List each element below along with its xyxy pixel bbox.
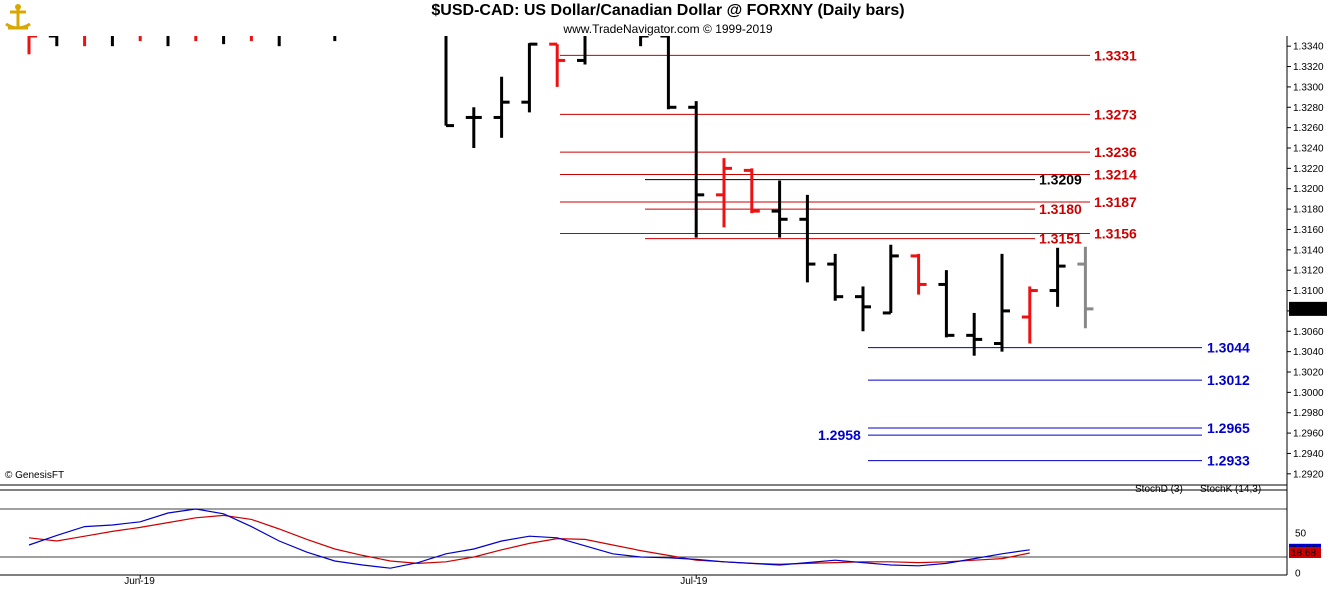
ohlc-bar [1049, 247, 1066, 307]
y-tick-label: 1.3000 [1293, 388, 1324, 399]
y-tick-label: 1.3200 [1293, 184, 1324, 195]
y-tick-label: 1.3100 [1293, 286, 1324, 297]
ohlc-bar [48, 36, 59, 47]
y-tick-label: 1.3240 [1293, 144, 1324, 155]
y-tick-label: 1.3280 [1293, 103, 1324, 114]
ohlc-bar [827, 253, 844, 301]
ohlc-bar [799, 194, 816, 283]
stoch-d-last-marker [1289, 547, 1321, 558]
ohlc-bar [549, 42, 566, 87]
trade-navigator-logo [2, 2, 34, 34]
resistance-label: 1.3236 [1094, 144, 1137, 160]
stoch-d-last-label: 18.68 [1291, 548, 1316, 559]
resistance-label: 1.3156 [1094, 226, 1137, 242]
y-tick-label: 1.2920 [1293, 469, 1324, 480]
last-price-label: 1.3082 [1292, 305, 1323, 316]
resistance-label: 1.3214 [1094, 166, 1137, 182]
y-tick-label: 1.3060 [1293, 327, 1324, 338]
x-tick-label: Jun-19 [124, 576, 155, 587]
ohlc-bar [743, 168, 760, 214]
y-tick-label: 1.3260 [1293, 123, 1324, 134]
ohlc-bar [938, 270, 955, 338]
ohlc-bar [166, 36, 170, 47]
y-tick-label: 1.3120 [1293, 266, 1324, 277]
ohlc-bar [882, 244, 899, 315]
ohlc-bar [716, 158, 732, 228]
chart-title: $USD-CAD: US Dollar/Canadian Dollar @ FO… [431, 2, 905, 19]
x-tick-label: Jul-19 [680, 576, 708, 587]
stoch-y-tick-label: 0 [1295, 569, 1301, 580]
legend-stoch-d: StochD (3) [1135, 484, 1183, 495]
ohlc-bar [83, 36, 87, 47]
chart-subtitle: www.TradeNavigator.com © 1999-2019 [563, 22, 773, 36]
ohlc-bar [493, 76, 510, 138]
resistance-label: 1.3331 [1094, 47, 1137, 63]
ohlc-bar [444, 36, 454, 128]
resistance-label: 1.3273 [1094, 106, 1137, 122]
ohlc-bar [688, 101, 705, 238]
stoch-series-line [28, 514, 1030, 565]
y-tick-label: 1.3020 [1293, 368, 1324, 379]
ohlc-bar [1077, 246, 1094, 329]
stoch-y-tick-label: 50 [1295, 529, 1307, 540]
ohlc-bar [277, 36, 281, 47]
y-tick-label: 1.2960 [1293, 429, 1324, 440]
ohlc-bar [110, 36, 114, 47]
legend-stoch-k: StochK (14,3) [1200, 484, 1261, 495]
ohlc-bar [771, 180, 788, 238]
support-label: 1.3012 [1207, 372, 1250, 388]
price-panel: 1.3340 1.3320 1.3300 1.3280 1.3260 1.3240 1.32… [0, 36, 1327, 575]
support-label: 1.2958 [818, 427, 861, 443]
resistance-label: 1.3209 [1039, 172, 1082, 188]
copyright-label: © GenesisFT [5, 470, 64, 481]
ohlc-bar [222, 36, 226, 45]
y-tick-label: 1.3340 [1293, 42, 1324, 53]
stoch-series-line [28, 508, 1030, 569]
support-label: 1.3044 [1207, 340, 1250, 356]
last-price-marker [1289, 301, 1327, 316]
ohlc-bar [966, 312, 983, 356]
resistance-label: 1.3180 [1039, 201, 1082, 217]
support-label: 1.2933 [1207, 453, 1250, 469]
support-label: 1.2965 [1207, 420, 1250, 436]
ohlc-bars [27, 36, 1094, 356]
y-tick-label: 1.3040 [1293, 347, 1324, 358]
ohlc-bar [465, 107, 482, 148]
y-tick-label: 1.2980 [1293, 408, 1324, 419]
y-tick-label: 1.3180 [1293, 205, 1324, 216]
resistance-label: 1.3187 [1094, 194, 1137, 210]
ohlc-bar [910, 253, 927, 295]
ohlc-bar [994, 253, 1010, 352]
y-tick-label: 1.3140 [1293, 245, 1324, 256]
ohlc-bar [855, 286, 871, 332]
ohlc-bar [27, 36, 37, 55]
y-tick-label: 1.2940 [1293, 449, 1324, 460]
ohlc-bar [639, 36, 649, 47]
ohlc-bar [577, 36, 587, 65]
ohlc-bar [1021, 286, 1038, 344]
y-tick-label: 1.3320 [1293, 62, 1324, 73]
y-tick-label: 1.3300 [1293, 82, 1324, 93]
y-tick-label: 1.3160 [1293, 225, 1324, 236]
resistance-label: 1.3151 [1039, 231, 1082, 247]
ohlc-bar [521, 42, 538, 113]
ohlc-bar [660, 36, 677, 110]
y-tick-label: 1.3220 [1293, 164, 1324, 175]
